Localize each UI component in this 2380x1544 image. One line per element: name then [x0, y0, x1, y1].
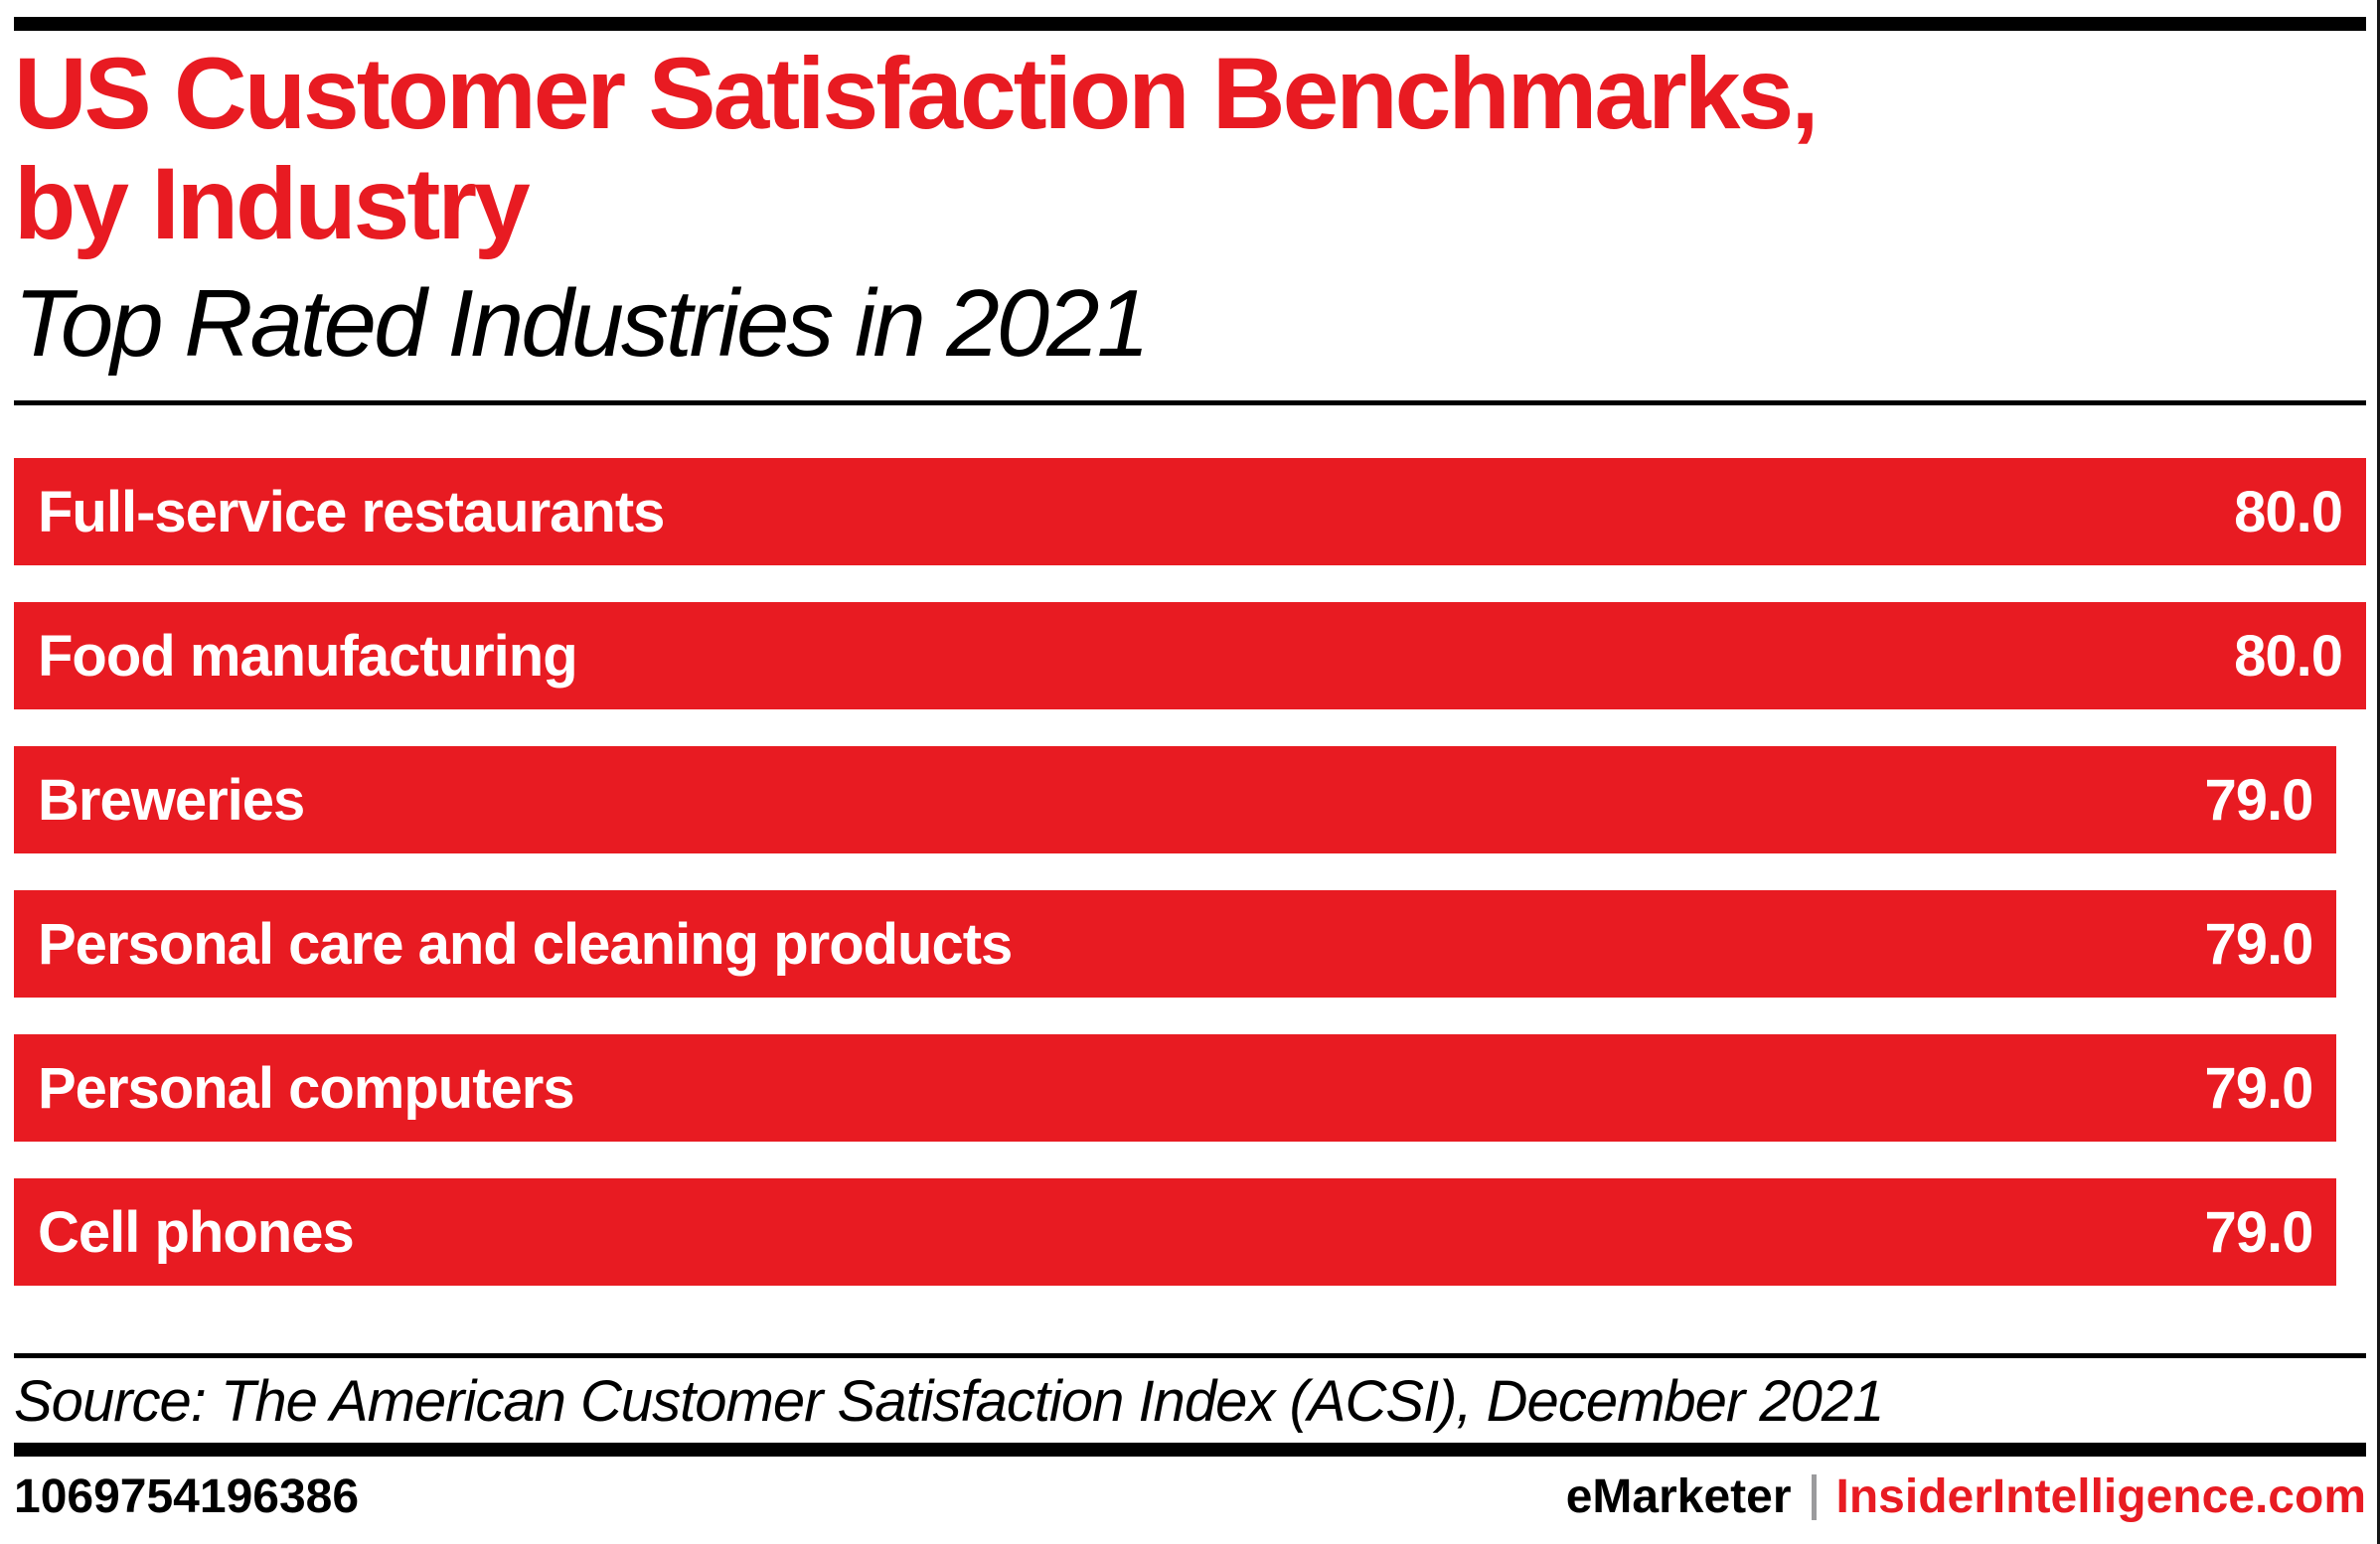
bar-value-label: 79.0: [2204, 767, 2314, 833]
source-note: Source: The American Customer Satisfacti…: [14, 1369, 1884, 1434]
bar-category-label: Food manufacturing: [38, 623, 577, 689]
bar-category-label: Full-service restaurants: [38, 479, 665, 544]
footer-black-bar: [14, 1443, 2366, 1457]
insider-intelligence-url: InsiderIntelligence.com: [1835, 1470, 2366, 1523]
divider-pipe: [1811, 1474, 1817, 1520]
top-black-bar: [14, 17, 2366, 31]
bar-row: Personal computers 79.0: [14, 1034, 2337, 1142]
chart-id: 1069754196386: [14, 1470, 360, 1523]
chart-title-line2: by Industry: [14, 147, 531, 260]
footer-branding: eMarketer InsiderIntelligence.com: [1566, 1467, 2366, 1527]
footer: 1069754196386 eMarketer InsiderIntellige…: [14, 1467, 2366, 1527]
bar-row: Food manufacturing 80.0: [14, 602, 2366, 709]
bar-category-label: Cell phones: [38, 1199, 354, 1265]
chart-page: US Customer Satisfaction Benchmarks, by …: [14, 0, 2366, 1527]
bar-category-label: Personal computers: [38, 1055, 574, 1121]
bar-row: Breweries 79.0: [14, 746, 2337, 853]
divider-line-bottom: [14, 1353, 2366, 1358]
bar-value-label: 79.0: [2204, 1055, 2314, 1121]
chart-title-line1: US Customer Satisfaction Benchmarks,: [14, 37, 1820, 150]
screenshot-right-border: [2377, 0, 2380, 1544]
bar-category-label: Breweries: [38, 767, 305, 833]
bar-value-label: 80.0: [2234, 623, 2343, 689]
divider-line-top: [14, 400, 2366, 405]
bar-category-label: Personal care and cleaning products: [38, 911, 1013, 977]
bar-value-label: 79.0: [2204, 911, 2314, 977]
bar-row: Cell phones 79.0: [14, 1178, 2337, 1286]
bar-chart: Full-service restaurants 80.0 Food manufac…: [14, 458, 2366, 1286]
bar-value-label: 79.0: [2204, 1199, 2314, 1265]
emarketer-logo-text: eMarketer: [1565, 1470, 1792, 1523]
bar-value-label: 80.0: [2234, 479, 2343, 544]
chart-title: US Customer Satisfaction Benchmarks, by …: [14, 39, 2366, 259]
bar-row: Personal care and cleaning products 79.0: [14, 890, 2337, 998]
chart-subtitle: Top Rated Industries in 2021: [14, 270, 1150, 377]
bar-row: Full-service restaurants 80.0: [14, 458, 2366, 565]
